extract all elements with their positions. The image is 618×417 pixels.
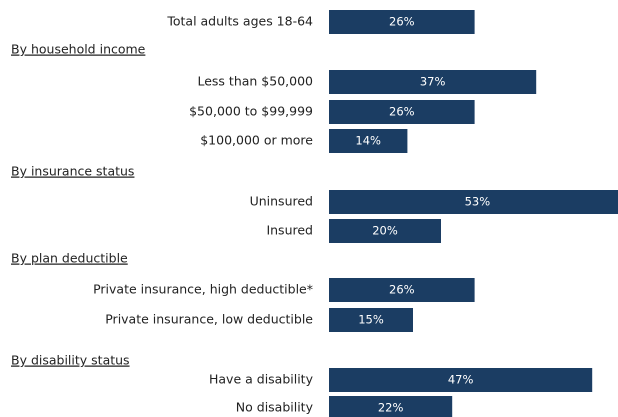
group-heading: By insurance status	[11, 164, 134, 179]
category-label: Insured	[266, 223, 313, 238]
value-label: 26%	[389, 105, 415, 119]
bar	[329, 308, 413, 332]
category-label: Have a disability	[209, 372, 314, 387]
bar	[329, 100, 475, 124]
group-heading: By plan deductible	[11, 251, 128, 266]
category-label: $100,000 or more	[200, 133, 313, 148]
value-label: 26%	[389, 283, 415, 297]
bar	[329, 396, 453, 417]
value-label: 15%	[358, 313, 384, 327]
value-label: 53%	[465, 195, 491, 209]
bar	[329, 129, 408, 153]
bar	[329, 70, 537, 94]
bar	[329, 278, 475, 302]
category-label: $50,000 to $99,999	[189, 104, 313, 119]
value-label: 26%	[389, 15, 415, 29]
category-label: Uninsured	[250, 194, 313, 209]
bar	[329, 190, 618, 214]
bar	[329, 10, 475, 34]
category-label: Private insurance, high deductible*	[93, 282, 313, 297]
value-label: 22%	[378, 401, 404, 415]
value-label: 47%	[448, 373, 474, 387]
value-label: 37%	[420, 75, 446, 89]
bar	[329, 219, 441, 243]
category-label: Less than $50,000	[197, 74, 313, 89]
category-label: No disability	[236, 400, 314, 415]
group-heading: By disability status	[11, 353, 130, 368]
category-label: Total adults ages 18-64	[166, 14, 313, 29]
group-heading: By household income	[11, 42, 146, 57]
value-label: 20%	[372, 224, 398, 238]
value-label: 14%	[355, 134, 381, 148]
bar	[329, 368, 593, 392]
category-label: Private insurance, low deductible	[105, 312, 313, 327]
